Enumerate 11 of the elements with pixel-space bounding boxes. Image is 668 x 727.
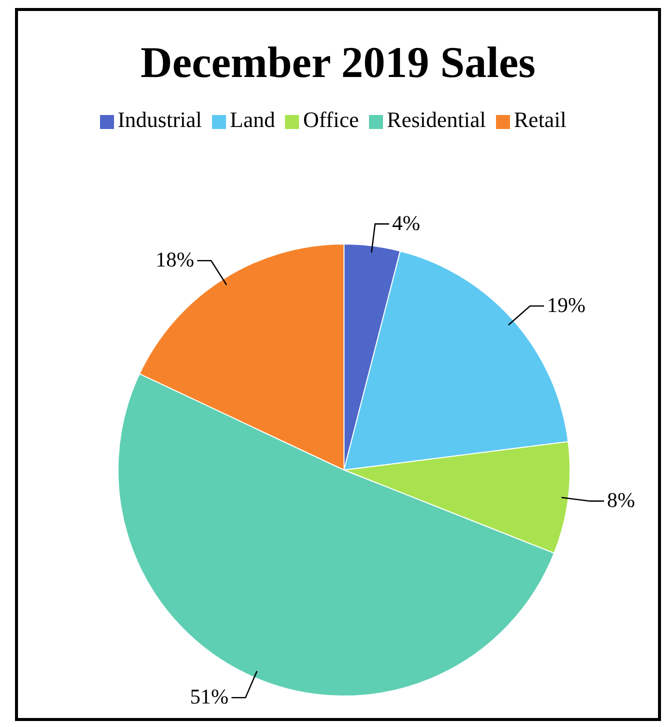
data-label: 8% bbox=[607, 488, 636, 512]
data-label: 19% bbox=[547, 292, 586, 317]
legend-label: Industrial bbox=[118, 107, 202, 132]
data-label: 4% bbox=[392, 210, 420, 235]
legend-label: Office bbox=[303, 107, 359, 132]
chart-title: December 2019 Sales bbox=[139, 37, 537, 89]
legend-label: Land bbox=[230, 107, 276, 132]
data-label: 51% bbox=[190, 684, 229, 709]
legend-label: Retail bbox=[514, 107, 566, 132]
legend-label: Residential bbox=[386, 107, 486, 132]
data-label: 18% bbox=[156, 248, 194, 272]
